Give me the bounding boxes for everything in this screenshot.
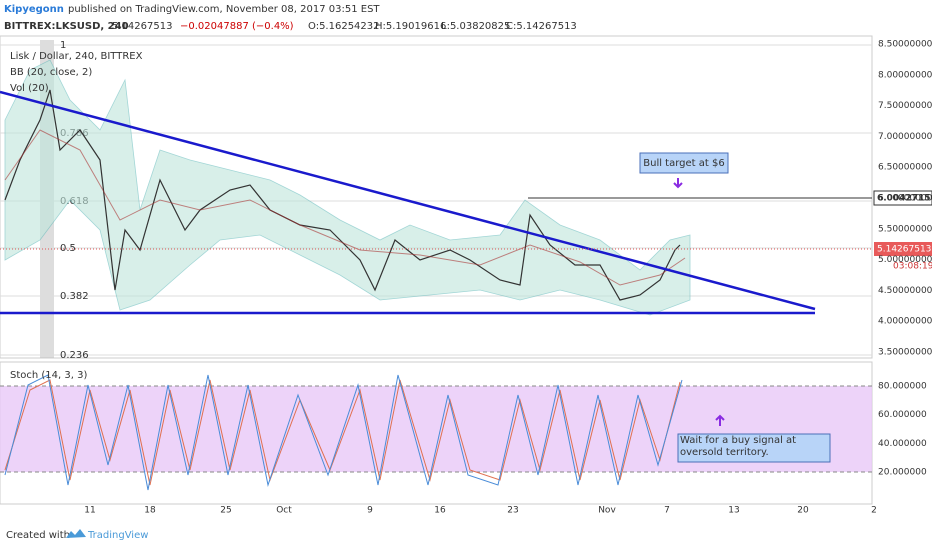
stoch-annotation-wrap: Wait for a buy signal at oversold territ… [680, 435, 797, 458]
stoch-annotation: Wait for a buy signal at oversold territ… [680, 435, 797, 458]
time-axis-label: 23 [507, 506, 518, 516]
time-axis-label: 13 [728, 506, 739, 516]
low: L:5.03820825 [441, 21, 510, 32]
stoch-d [4, 379, 681, 486]
fib-label: 0.382 [60, 291, 89, 302]
fib-label: 0.236 [60, 350, 89, 361]
time-axis-label: 11 [84, 506, 95, 516]
symbol: BITTREX:LKSUSD, 240 [4, 21, 129, 32]
time-axis-label: 18 [144, 506, 156, 516]
last-tag-box [874, 242, 932, 256]
price-axis-label: 8.00000000 [878, 70, 932, 80]
price-axis-label: 8.50000000 [878, 40, 932, 50]
change: −0.02047887 (−0.4%) [180, 21, 294, 32]
bull-annotation-box [639, 152, 729, 174]
time-axis-label: 2 [871, 506, 877, 516]
time-axis-label: 7 [664, 506, 670, 516]
bollinger-band [4, 59, 691, 316]
price-axis-label: 3.50000000 [878, 348, 932, 358]
price: 5.14267513 [112, 21, 172, 32]
price-path [4, 89, 681, 301]
stoch-axis-label: 40.000000 [878, 439, 927, 449]
time-axis-label: Nov [598, 506, 616, 516]
high: H:5.19019616 [375, 21, 446, 32]
stoch-axis-label: 80.000000 [878, 382, 927, 392]
price-axis-label: 7.00000000 [878, 132, 932, 142]
legend-stoch: Stoch (14, 3, 3) [10, 370, 87, 381]
stoch-annotation-box [677, 433, 831, 463]
footer-created: Created with [6, 530, 70, 541]
last-tag: 5.14267513 [877, 245, 931, 255]
logo [66, 529, 86, 538]
price-axis-label: 5.00000000 [878, 255, 932, 265]
published: published on TradingView.com, November 0… [68, 4, 380, 15]
countdown: 03:08:19 [893, 262, 932, 272]
open: O:5.16254232 [308, 21, 380, 32]
trend-line [0, 90, 816, 311]
fib-label: 1 [60, 40, 66, 51]
stoch-axis-label: 20.000000 [878, 468, 927, 478]
bull-annotation: Bull target at $6 [643, 158, 724, 169]
arrow-down [673, 178, 683, 189]
price-axis-label: 4.00000000 [878, 317, 932, 327]
legend-vol: Vol (20) [10, 83, 49, 94]
time-axis-label: 9 [367, 506, 373, 516]
time-axis-label: 20 [797, 506, 809, 516]
price-axis-label: 5.50000000 [878, 224, 932, 234]
time-axis-label: Oct [276, 506, 292, 516]
price-axis-label: 6.50000000 [878, 163, 932, 173]
fib-label: 0.5 [60, 243, 76, 254]
target-tag-box [873, 190, 932, 206]
time-axis-label: 16 [434, 506, 446, 516]
author[interactable]: Kipyegonn [4, 4, 64, 15]
legend-bb: BB (20, close, 2) [10, 67, 92, 78]
target-tag: 6.00427158 [877, 194, 932, 204]
price-axis-label: 4.50000000 [878, 286, 932, 296]
stoch-axis-label: 60.000000 [878, 410, 927, 420]
moving-average [4, 129, 686, 286]
stoch-k [4, 374, 683, 491]
legend-main: Lisk / Dollar, 240, BITTREX [10, 51, 143, 62]
time-axis-label: 25 [220, 506, 231, 516]
footer-brand[interactable]: TradingView [87, 530, 148, 541]
close: C:5.14267513 [506, 21, 577, 32]
price-axis-label: 7.50000000 [878, 101, 932, 111]
price-axis-label: 6.00000000 [878, 194, 932, 204]
arrow-up [715, 414, 725, 426]
